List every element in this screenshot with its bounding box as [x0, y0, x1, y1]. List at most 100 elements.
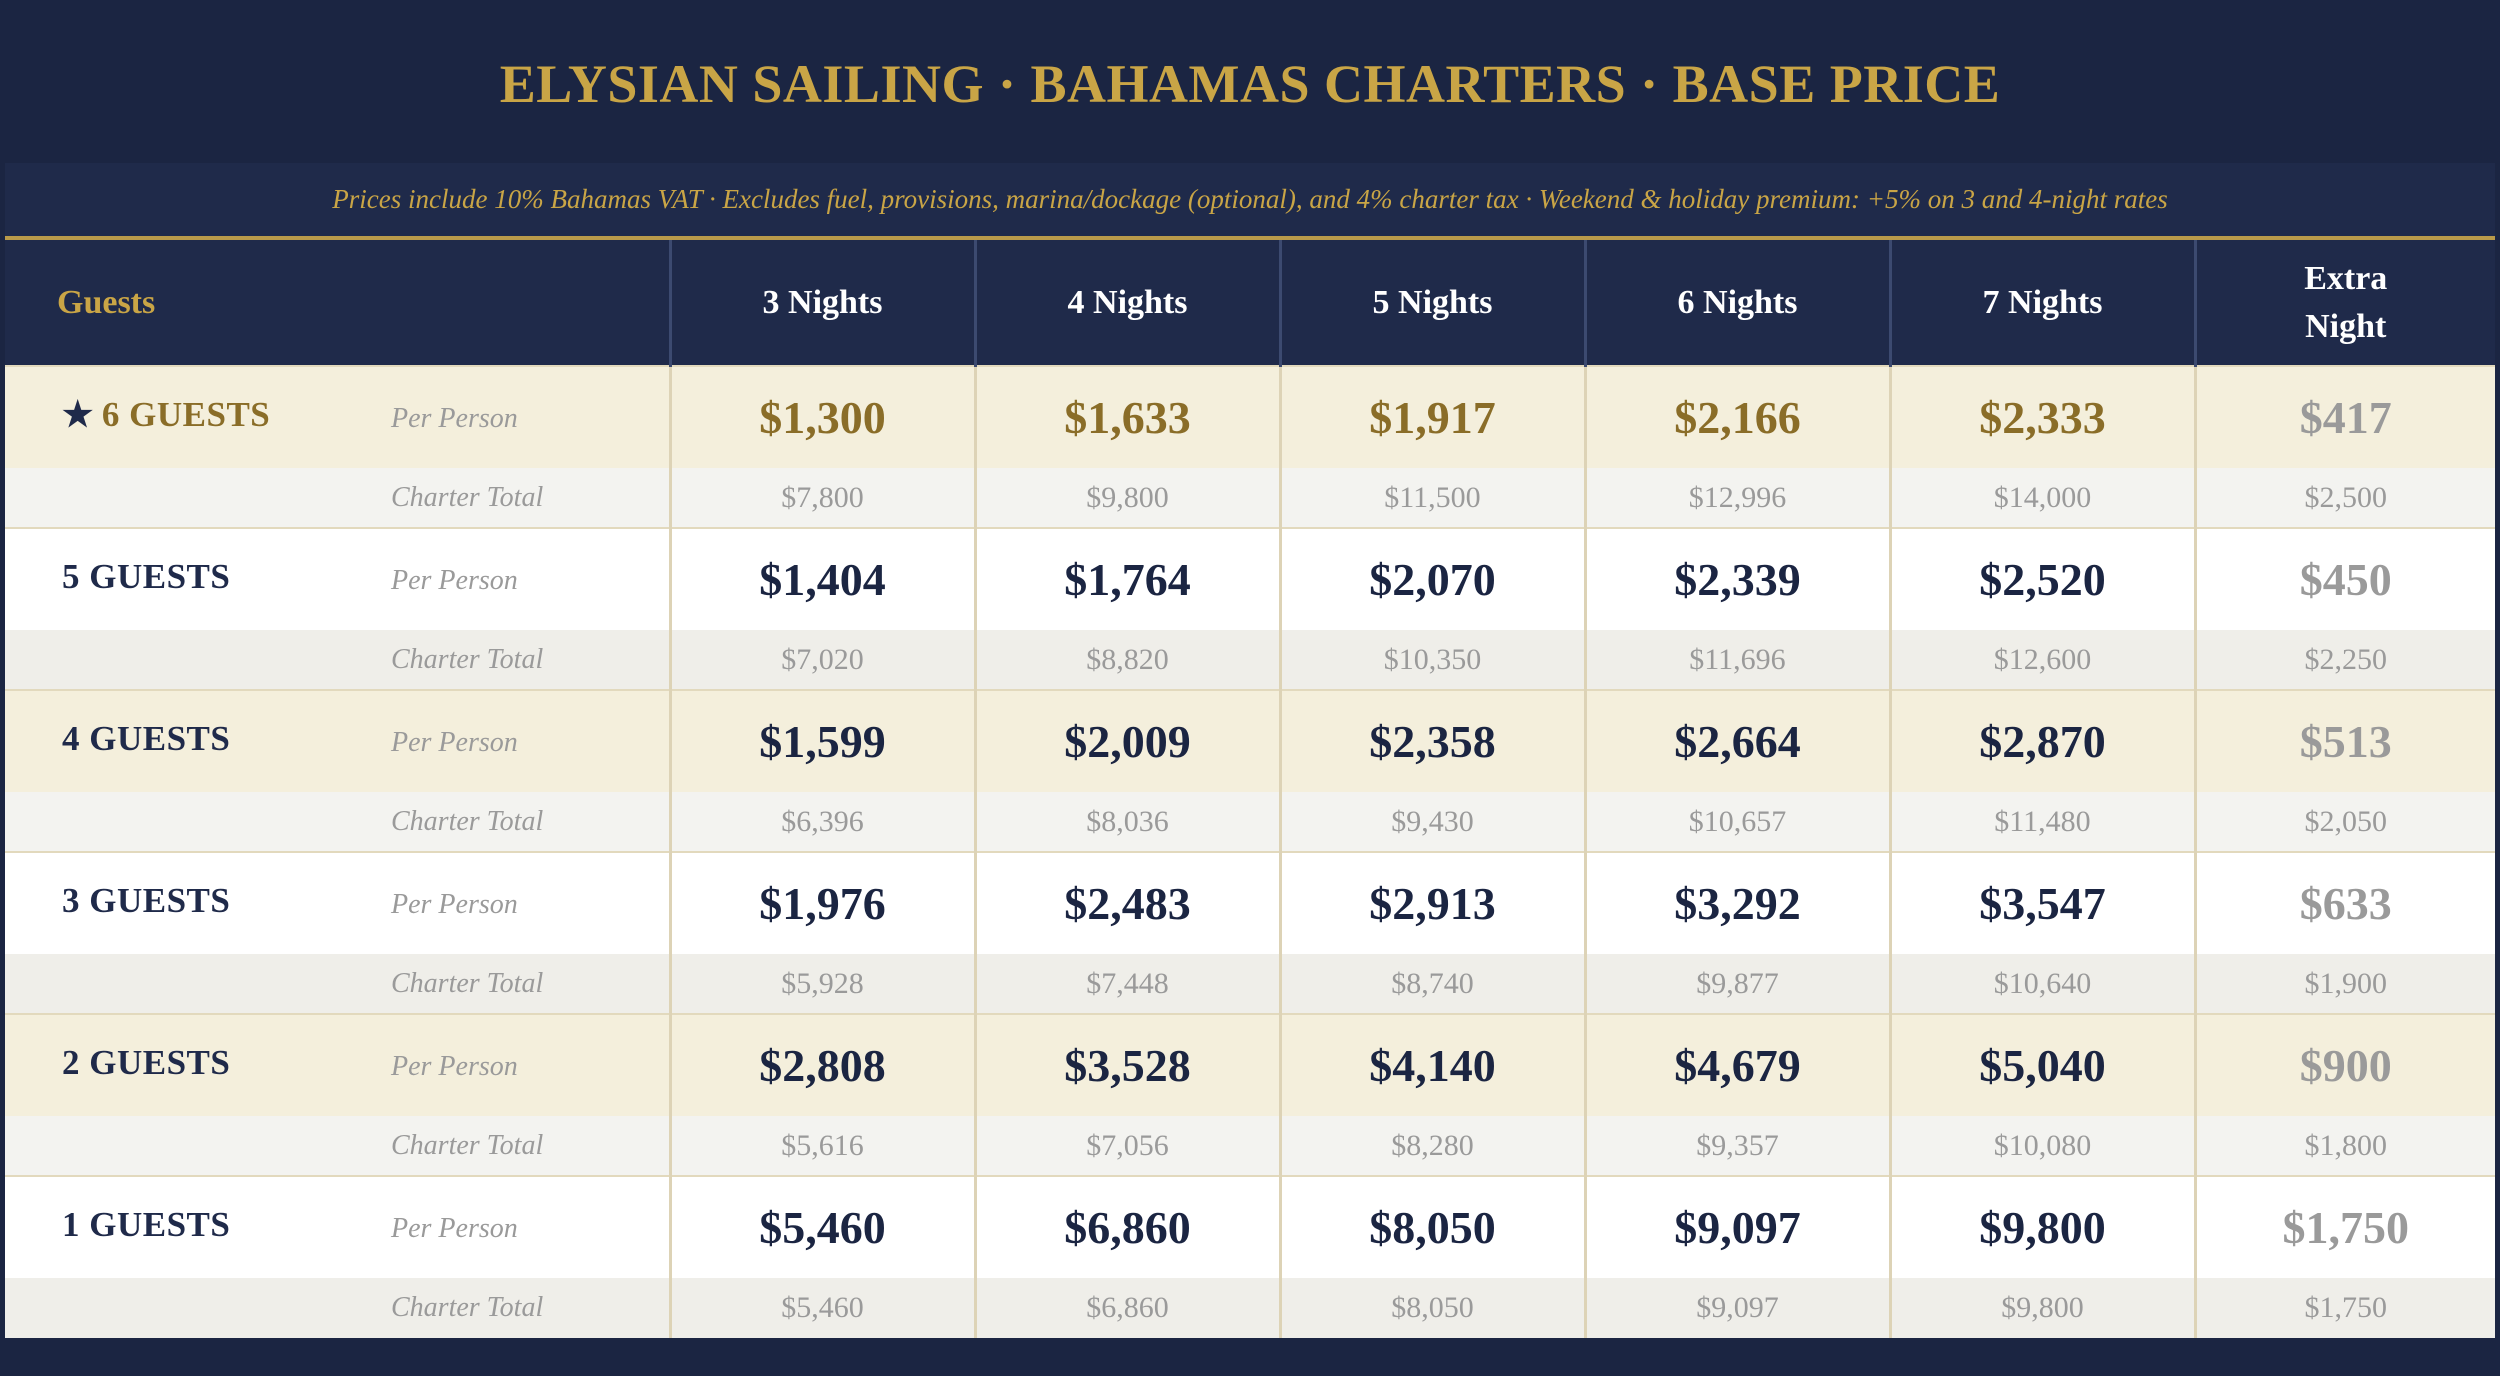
guest-count-text: 3 GUESTS — [62, 881, 231, 920]
extra-night-charter-total: $2,050 — [2195, 792, 2495, 852]
per-person-price: $2,333 — [1890, 365, 2197, 468]
guest-cell-blank — [5, 792, 335, 852]
charter-total-label: Charter Total — [335, 954, 672, 1014]
per-person-price: $2,339 — [1585, 527, 1892, 630]
per-person-label: Per Person — [335, 689, 672, 792]
charter-total-label: Charter Total — [335, 630, 672, 690]
per-person-price: $1,599 — [670, 689, 977, 792]
per-person-price: $9,097 — [1585, 1175, 1892, 1278]
per-person-price: $5,460 — [670, 1175, 977, 1278]
charter-total-label: Charter Total — [335, 1116, 672, 1176]
charter-total-price: $5,928 — [670, 954, 977, 1014]
guest-count-label: 4 GUESTS — [5, 689, 335, 792]
price-table-body: ★ 6 GUESTS Per Person $1,300 $1,633 $1,917 $2,… — [5, 365, 2495, 1338]
charter-total-price: $9,097 — [1585, 1278, 1892, 1338]
extra-night-charter-total: $2,250 — [2195, 630, 2495, 690]
per-person-price: $1,404 — [670, 527, 977, 630]
charter-total-price: $9,800 — [975, 468, 1282, 528]
charter-total-price: $10,640 — [1890, 954, 2197, 1014]
charter-total-row: Charter Total $6,396 $8,036 $9,430 $10,657 $1… — [5, 792, 2495, 852]
guest-cell-blank — [5, 468, 335, 528]
guest-count-text: 6 GUESTS — [101, 395, 271, 434]
charter-total-price: $11,696 — [1585, 630, 1892, 690]
charter-total-price: $8,740 — [1280, 954, 1587, 1014]
per-person-price: $9,800 — [1890, 1175, 2197, 1278]
per-person-price: $2,870 — [1890, 689, 2197, 792]
per-person-label: Per Person — [335, 1175, 672, 1278]
extra-night-header: Extra Night — [2195, 240, 2495, 366]
per-person-price: $1,300 — [670, 365, 977, 468]
header-row: Guests 3 Nights 4 Nights 5 Nights 6 Nigh… — [5, 240, 2495, 366]
charter-total-row: Charter Total $7,800 $9,800 $11,500 $12,996 $… — [5, 468, 2495, 528]
charter-total-price: $10,350 — [1280, 630, 1587, 690]
charter-total-price: $8,820 — [975, 630, 1282, 690]
charter-total-label: Charter Total — [335, 792, 672, 852]
per-person-price: $2,358 — [1280, 689, 1587, 792]
per-person-price: $1,976 — [670, 851, 977, 954]
charter-total-price: $11,480 — [1890, 792, 2197, 852]
per-person-label: Per Person — [335, 1013, 672, 1116]
per-person-price: $8,050 — [1280, 1175, 1587, 1278]
guest-count-text: 5 GUESTS — [62, 557, 231, 596]
column-header: 5 Nights — [1280, 240, 1587, 366]
per-person-price: $2,664 — [1585, 689, 1892, 792]
per-person-label: Per Person — [335, 851, 672, 954]
per-person-label: Per Person — [335, 365, 672, 468]
guest-cell-blank — [5, 954, 335, 1014]
type-header — [335, 240, 672, 366]
charter-total-price: $8,050 — [1280, 1278, 1587, 1338]
guest-count-text: 1 GUESTS — [62, 1205, 231, 1244]
per-person-price: $3,292 — [1585, 851, 1892, 954]
per-person-price: $3,547 — [1890, 851, 2197, 954]
guest-cell-blank — [5, 1278, 335, 1338]
charter-total-price: $7,056 — [975, 1116, 1282, 1176]
extra-night-per-person: $417 — [2195, 365, 2495, 468]
charter-total-row: Charter Total $5,616 $7,056 $8,280 $9,357 $10… — [5, 1116, 2495, 1176]
guest-count-label: ★ 6 GUESTS — [5, 365, 335, 468]
charter-total-label: Charter Total — [335, 1278, 672, 1338]
per-person-price: $5,040 — [1890, 1013, 2197, 1116]
charter-total-price: $9,800 — [1890, 1278, 2197, 1338]
per-person-price: $4,140 — [1280, 1013, 1587, 1116]
guests-header: Guests — [5, 240, 335, 366]
charter-total-price: $9,430 — [1280, 792, 1587, 852]
charter-total-label: Charter Total — [335, 468, 672, 528]
charter-total-price: $7,448 — [975, 954, 1282, 1014]
charter-total-price: $12,996 — [1585, 468, 1892, 528]
bottom-band — [0, 1344, 2500, 1376]
per-person-price: $1,764 — [975, 527, 1282, 630]
charter-total-row: Charter Total $5,928 $7,448 $8,740 $9,877 $10… — [5, 954, 2495, 1014]
guest-count-text: 4 GUESTS — [62, 719, 231, 758]
column-header: 7 Nights — [1890, 240, 2197, 366]
per-person-row: ★ 6 GUESTS Per Person $1,300 $1,633 $1,917 $2,… — [5, 365, 2495, 468]
per-person-price: $1,917 — [1280, 365, 1587, 468]
per-person-row: 2 GUESTS Per Person $2,808 $3,528 $4,140 $4,6… — [5, 1013, 2495, 1116]
column-header: 4 Nights — [975, 240, 1282, 366]
charter-total-price: $5,460 — [670, 1278, 977, 1338]
extra-night-per-person: $450 — [2195, 527, 2495, 630]
charter-total-price: $12,600 — [1890, 630, 2197, 690]
charter-total-price: $9,357 — [1585, 1116, 1892, 1176]
extra-night-charter-total: $1,900 — [2195, 954, 2495, 1014]
per-person-row: 5 GUESTS Per Person $1,404 $1,764 $2,070 $2,3… — [5, 527, 2495, 630]
charter-total-price: $9,877 — [1585, 954, 1892, 1014]
extra-night-per-person: $1,750 — [2195, 1175, 2495, 1278]
charter-total-price: $7,020 — [670, 630, 977, 690]
price-table: Guests 3 Nights 4 Nights 5 Nights 6 Nigh… — [5, 240, 2495, 1338]
extra-night-per-person: $513 — [2195, 689, 2495, 792]
per-person-row: 1 GUESTS Per Person $5,460 $6,860 $8,050 $9,0… — [5, 1175, 2495, 1278]
per-person-row: 3 GUESTS Per Person $1,976 $2,483 $2,913 $3,2… — [5, 851, 2495, 954]
charter-total-price: $10,657 — [1585, 792, 1892, 852]
per-person-price: $4,679 — [1585, 1013, 1892, 1116]
per-person-price: $2,166 — [1585, 365, 1892, 468]
extra-night-per-person: $633 — [2195, 851, 2495, 954]
guest-count-label: 5 GUESTS — [5, 527, 335, 630]
charter-total-price: $10,080 — [1890, 1116, 2197, 1176]
extra-night-charter-total: $1,800 — [2195, 1116, 2495, 1176]
charter-total-price: $8,280 — [1280, 1116, 1587, 1176]
charter-total-price: $6,396 — [670, 792, 977, 852]
guest-count-label: 3 GUESTS — [5, 851, 335, 954]
column-header: 3 Nights — [670, 240, 977, 366]
guest-cell-blank — [5, 630, 335, 690]
